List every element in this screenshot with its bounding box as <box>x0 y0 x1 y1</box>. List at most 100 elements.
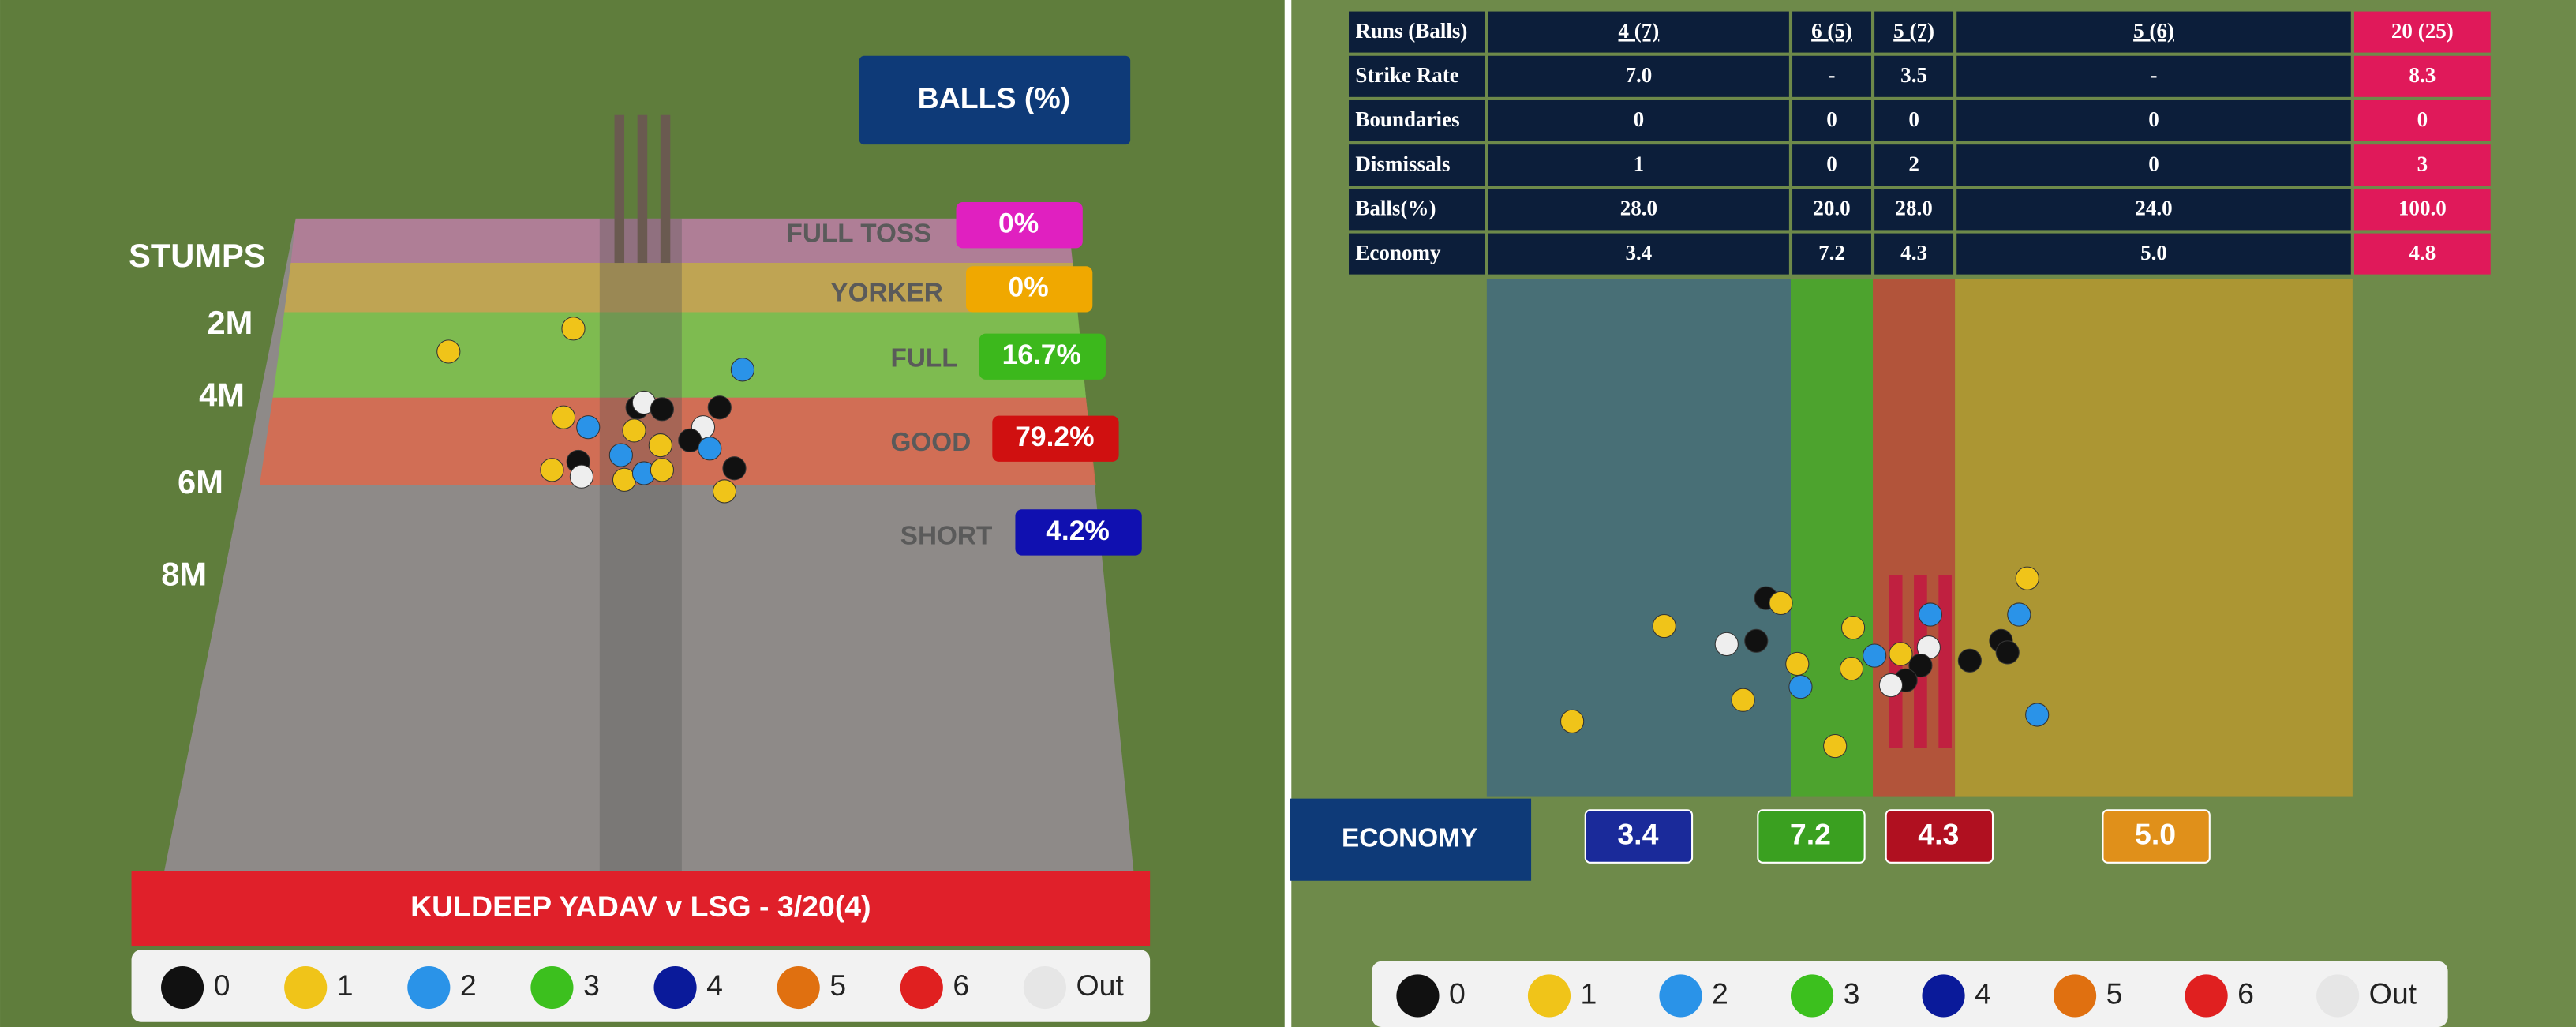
ball-dot <box>1908 653 1933 678</box>
legend-label: 1 <box>1581 976 1597 1010</box>
table-cell <box>1792 189 1871 231</box>
ball-dot <box>1731 688 1755 712</box>
ball-dot <box>551 405 576 429</box>
table-text: 100.0 <box>2398 197 2447 220</box>
table-cell <box>1874 11 1954 53</box>
legend-label: 5 <box>2106 976 2123 1010</box>
legend-label: 6 <box>2237 976 2254 1010</box>
table-text: 0 <box>1826 152 1837 175</box>
economy-value-box <box>1584 809 1694 864</box>
table-text: Boundaries <box>1355 107 1459 131</box>
ball-dot <box>650 397 675 422</box>
length-label: 6M <box>178 463 223 500</box>
table-text: 0 <box>2417 107 2428 131</box>
legend-label: Out <box>2369 976 2417 1010</box>
ball-dot <box>730 358 755 382</box>
table-text: 28.0 <box>1895 197 1932 220</box>
zone-name: GOOD <box>891 428 972 457</box>
ball-dot <box>1839 657 1864 681</box>
legend-swatch <box>1396 974 1440 1018</box>
legend-swatch <box>284 965 328 1010</box>
table-text: 3 <box>2417 152 2428 175</box>
table-cell <box>1956 11 2351 53</box>
table-text: - <box>1829 63 1836 87</box>
table-cell <box>2353 11 2491 53</box>
table-cell <box>1488 189 1789 231</box>
table-text: 4.3 <box>1900 241 1927 264</box>
ball-dot <box>1918 602 1942 627</box>
economy-box <box>1290 798 1532 881</box>
ball-dot <box>712 479 737 504</box>
zone-pct: 16.7% <box>1002 339 1081 370</box>
table-text: 5.0 <box>2140 241 2167 264</box>
table-cell <box>1874 55 1954 97</box>
table-text: 4 (7) <box>1619 19 1660 43</box>
banner-text: KULDEEP YADAV v LSG - 3/20(4) <box>410 890 871 923</box>
table-text: 20 (25) <box>2391 19 2454 43</box>
table-text: 1 <box>1634 152 1645 175</box>
legend-label: 2 <box>460 969 477 1002</box>
length-label: 4M <box>199 377 245 414</box>
economy-value: 7.2 <box>1790 817 1831 850</box>
table-text: 0 <box>1634 107 1645 131</box>
table-text: 28.0 <box>1620 197 1657 220</box>
ball-dot <box>722 456 747 481</box>
zone-pct: 0% <box>1009 272 1049 303</box>
table-cell <box>1488 144 1789 186</box>
table-text: 7.2 <box>1818 241 1845 264</box>
economy-value-box <box>1757 809 1866 864</box>
ball-dot <box>1788 675 1813 699</box>
table-cell <box>1956 144 2351 186</box>
zone-pct-box <box>966 266 1093 313</box>
ball-dot <box>1823 733 1848 759</box>
legend-swatch <box>2316 974 2360 1018</box>
table-cell <box>1488 233 1789 275</box>
ball-dot <box>540 458 564 482</box>
ball-dot <box>1560 709 1585 733</box>
table-text: Balls(%) <box>1355 197 1436 220</box>
legend-swatch <box>1527 974 1571 1018</box>
ball-dot <box>608 443 633 467</box>
table-text: 0 <box>1908 107 1919 131</box>
legend-label: 0 <box>214 969 230 1002</box>
table-cell <box>1956 189 2351 231</box>
table-cell <box>1956 55 2351 97</box>
legend-label: 4 <box>706 969 723 1002</box>
table-text: - <box>2150 63 2157 87</box>
legend-label: Out <box>1076 969 1124 1002</box>
length-label: 8M <box>161 556 207 593</box>
legend-label: 6 <box>953 969 969 1002</box>
legend-label: 3 <box>583 969 600 1002</box>
table-text: 5 (7) <box>1893 19 1934 43</box>
legend-label: 0 <box>1449 976 1466 1010</box>
balls-pct-title: BALLS (%) <box>918 81 1070 114</box>
zone-pct: 0% <box>998 208 1039 239</box>
ball-dot <box>622 418 646 443</box>
economy-value: 5.0 <box>2135 817 2176 850</box>
divider <box>1284 0 1292 1027</box>
legend-swatch <box>2185 974 2228 1018</box>
table-text: 4.8 <box>2409 241 2436 264</box>
table-cell <box>1874 233 1954 275</box>
zone-name: SHORT <box>900 521 993 550</box>
table-cell <box>1349 233 1485 275</box>
table-cell <box>1874 189 1954 231</box>
zone-pct: 79.2% <box>1015 422 1094 452</box>
table-text: 8.3 <box>2409 63 2436 87</box>
ball-dot <box>650 458 675 482</box>
table-cell <box>1874 144 1954 186</box>
legend-label: 5 <box>829 969 846 1002</box>
zone-pct-box <box>1015 509 1142 556</box>
length-label: 2M <box>208 304 253 341</box>
table-cell <box>1488 11 1789 53</box>
zone-full <box>272 312 1086 398</box>
ball-dot <box>1714 632 1739 657</box>
table-text: 20.0 <box>1813 197 1850 220</box>
pitch-stripe <box>599 218 682 871</box>
legend-swatch <box>2054 974 2097 1018</box>
table-cell <box>1488 55 1789 97</box>
legend-swatch <box>407 965 451 1010</box>
zone-green <box>1790 279 1874 797</box>
